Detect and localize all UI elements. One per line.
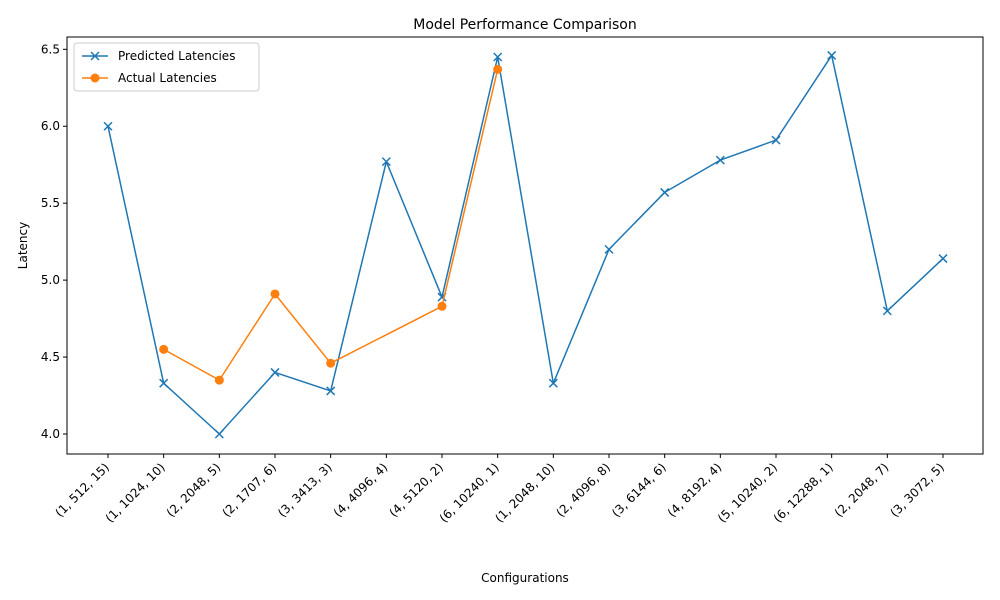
series-0-segment <box>608 191 666 250</box>
predicted-point <box>938 254 948 264</box>
predicted-point <box>270 367 280 377</box>
legend: Predicted Latencies Actual Latencies <box>73 42 260 92</box>
predicted-point <box>159 378 169 388</box>
predicted-point <box>103 121 113 131</box>
predicted-point <box>771 135 781 145</box>
y-tick-label: 6.0 <box>41 119 60 133</box>
predicted-point <box>548 378 558 388</box>
series-0-segment <box>886 258 944 312</box>
predicted-point <box>604 244 614 254</box>
legend-label-actual: Actual Latencies <box>118 71 217 85</box>
actual-point <box>270 289 280 299</box>
series-0-segment <box>552 249 610 384</box>
series-0-segment <box>274 371 331 392</box>
actual-point <box>159 344 169 354</box>
series-0-segment <box>385 161 443 298</box>
actual-point <box>214 375 224 385</box>
series-0-segment <box>107 126 165 384</box>
series-1-segment <box>441 69 499 307</box>
legend-label-predicted: Predicted Latencies <box>118 49 235 63</box>
y-tick-label: 4.5 <box>41 350 60 364</box>
series-0-segment <box>496 56 555 384</box>
series-0-segment <box>720 139 777 161</box>
legend-marker-circle-icon <box>90 73 100 83</box>
y-tick-label: 6.5 <box>41 42 60 56</box>
legend-marker-x-icon <box>90 51 100 61</box>
y-tick-label: 5.5 <box>41 196 60 210</box>
predicted-point <box>493 52 503 62</box>
series-0-segment <box>830 55 889 312</box>
series-1-segment <box>330 305 443 364</box>
y-tick-label: 5.0 <box>41 273 60 287</box>
series-1-segment <box>163 348 220 381</box>
predicted-point <box>660 187 670 197</box>
series-0-segment <box>218 371 276 435</box>
actual-point <box>437 301 447 311</box>
predicted-point <box>715 155 725 165</box>
series-1-segment <box>218 293 276 381</box>
actual-point <box>326 358 336 368</box>
series-0-segment <box>775 55 833 141</box>
predicted-point <box>882 306 892 316</box>
plot-frame <box>66 36 984 455</box>
actual-point <box>493 64 503 74</box>
x-axis-label: Configurations <box>481 571 569 585</box>
y-tick-label: 4.0 <box>41 427 60 441</box>
predicted-point <box>214 429 224 439</box>
legend-box <box>73 42 260 92</box>
predicted-point <box>827 50 837 60</box>
y-axis-label: Latency <box>16 222 30 269</box>
predicted-point <box>326 386 336 396</box>
predicted-point <box>381 157 391 167</box>
series-0-segment <box>441 56 499 298</box>
series-0-segment <box>664 159 721 194</box>
series-0-segment <box>163 382 220 435</box>
series-1-segment <box>274 293 332 364</box>
chart-title: Model Performance Comparison <box>413 17 636 33</box>
series-0-segment <box>329 161 388 392</box>
